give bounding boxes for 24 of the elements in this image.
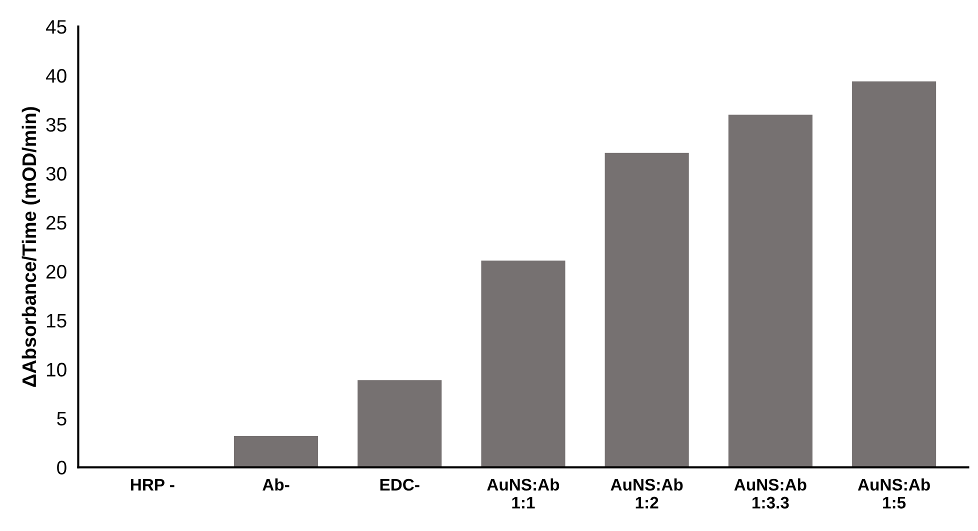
bar bbox=[852, 81, 936, 468]
y-tick-label: 10 bbox=[46, 362, 66, 377]
x-tick-label: HRP - bbox=[130, 479, 174, 490]
x-tick-label: AuNS:Ab 1:1 bbox=[487, 478, 560, 508]
bar bbox=[728, 114, 812, 468]
x-tick-label: EDC- bbox=[380, 478, 420, 491]
y-tick-label: 20 bbox=[46, 264, 66, 279]
x-tick-label: AuNS:Ab 1:2 bbox=[610, 478, 683, 508]
bar bbox=[481, 260, 566, 468]
x-tick-label: AuNS:Ab 1:3.3 bbox=[734, 478, 806, 509]
bar bbox=[604, 152, 689, 468]
x-tick-label: AuNS:Ab 1:5 bbox=[858, 478, 930, 509]
y-tick-label: 40 bbox=[46, 68, 66, 83]
y-tick-label: 35 bbox=[46, 118, 66, 132]
bar bbox=[234, 436, 318, 468]
y-tick-label: 45 bbox=[46, 20, 66, 34]
bar bbox=[358, 380, 442, 468]
y-tick-label: 15 bbox=[46, 314, 66, 328]
y-tick-label: 5 bbox=[57, 412, 66, 426]
y-tick-label: 25 bbox=[46, 216, 66, 230]
y-axis-title: ΔAbsorbance/Time (mOD/min) bbox=[22, 107, 40, 387]
x-tick-label: Ab- bbox=[262, 478, 290, 491]
y-tick-label: 30 bbox=[46, 166, 66, 181]
y-tick-label: 0 bbox=[57, 460, 66, 475]
